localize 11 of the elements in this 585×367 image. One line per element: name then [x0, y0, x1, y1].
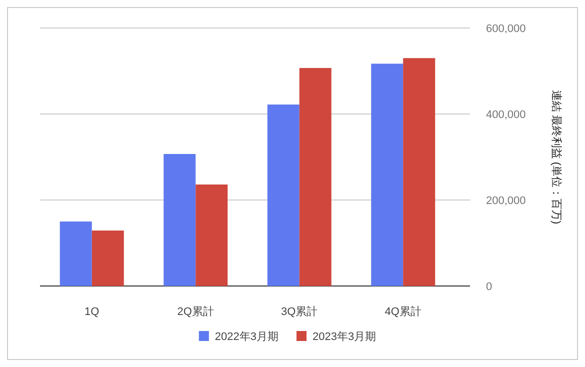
y-tick-label: 200,000	[486, 195, 526, 207]
legend-label: 2023年3月期	[312, 331, 376, 343]
y-axis-title: 連結 最終利益 (単位：百万)	[550, 90, 563, 224]
y-tick-label: 0	[486, 281, 492, 293]
x-tick-label: 4Q累計	[384, 305, 422, 318]
y-tick-label: 600,000	[486, 23, 526, 35]
x-tick-label: 1Q	[84, 306, 100, 318]
y-tick-label: 400,000	[486, 109, 526, 121]
x-tick-label: 2Q累計	[177, 305, 214, 318]
legend-label: 2022年3月期	[214, 331, 278, 343]
x-tick-label: 3Q累計	[281, 305, 318, 318]
